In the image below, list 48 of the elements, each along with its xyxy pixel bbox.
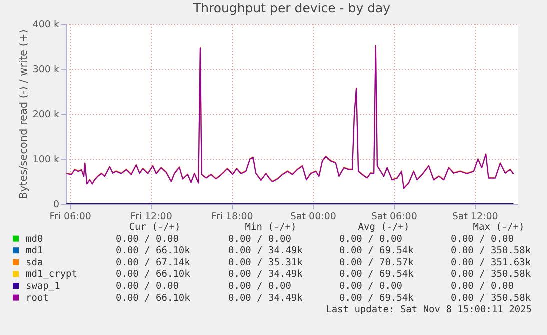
text: 0.00 / 0.00: [228, 234, 292, 245]
text: Min (-/+): [245, 222, 297, 233]
x-tick-label: Sat 06:00: [371, 212, 418, 222]
text: 0.00 / 351.63k: [451, 257, 532, 268]
legend-label: sda: [26, 257, 44, 268]
text: 0.00 / 69.54k: [340, 292, 414, 304]
text: 0.00 / 350.58k: [451, 292, 532, 304]
text: 0.00 / 66.10k: [116, 269, 191, 280]
y-tick-label: 300 k: [32, 64, 60, 76]
text: 0.00 / 0.00: [340, 281, 403, 292]
legend-label: swap_1: [26, 281, 61, 292]
y-tick-label: 400 k: [32, 20, 60, 30]
text: Avg (-/+): [358, 222, 410, 233]
chart-title: Throughput per device - by day: [192, 0, 392, 16]
legend-label: root: [26, 292, 49, 304]
legend-label: md1_crypt: [26, 269, 78, 280]
legend-label: md1: [26, 246, 44, 257]
text: 0.00 / 0.00: [116, 234, 180, 245]
text: 0.00 / 34.49k: [228, 246, 304, 257]
y-tick-label: 200 k: [32, 110, 60, 120]
text: 0.00 / 34.49k: [228, 292, 304, 304]
text: 0.00 / 69.54k: [340, 269, 414, 280]
text: 0.00 / 0.00: [116, 281, 180, 292]
x-tick-label: Sat 12:00: [452, 212, 498, 222]
legend-label: md0: [26, 234, 44, 245]
text: 0.00 / 350.58k: [451, 246, 532, 257]
text: Cur (-/+): [129, 222, 181, 233]
text: 0.00 / 350.58k: [451, 269, 532, 280]
text: 0.00 / 0.00: [451, 281, 514, 292]
x-tick-label: Fri 12:00: [130, 212, 172, 222]
text: Last update: Sat Nov 8 15:00:11 2025: [326, 304, 532, 316]
text: 0.00 / 34.49k: [228, 269, 304, 280]
y-tick-label: 0: [53, 200, 60, 210]
x-tick-label: Fri 18:00: [212, 212, 254, 222]
text: 0.00 / 0.00: [451, 234, 514, 245]
text: 0.00 / 66.10k: [116, 292, 191, 304]
text: Max (-/+): [473, 222, 525, 233]
x-tick-label: Fri 06:00: [50, 212, 92, 222]
text: 0.00 / 0.00: [340, 234, 403, 245]
y-tick-label: 100 k: [32, 154, 60, 166]
x-tick-label: Sat 00:00: [290, 212, 336, 222]
text: 0.00 / 69.54k: [340, 246, 414, 257]
text: 0.00 / 67.14k: [116, 257, 191, 268]
text: 0.00 / 35.31k: [228, 257, 304, 268]
y-axis-title: Bytes/second read (-) / write (+): [18, 30, 30, 200]
text: 0.00 / 66.10k: [116, 246, 191, 257]
text: 0.00 / 70.57k: [340, 257, 414, 268]
text: 0.00 / 0.00: [228, 281, 292, 292]
